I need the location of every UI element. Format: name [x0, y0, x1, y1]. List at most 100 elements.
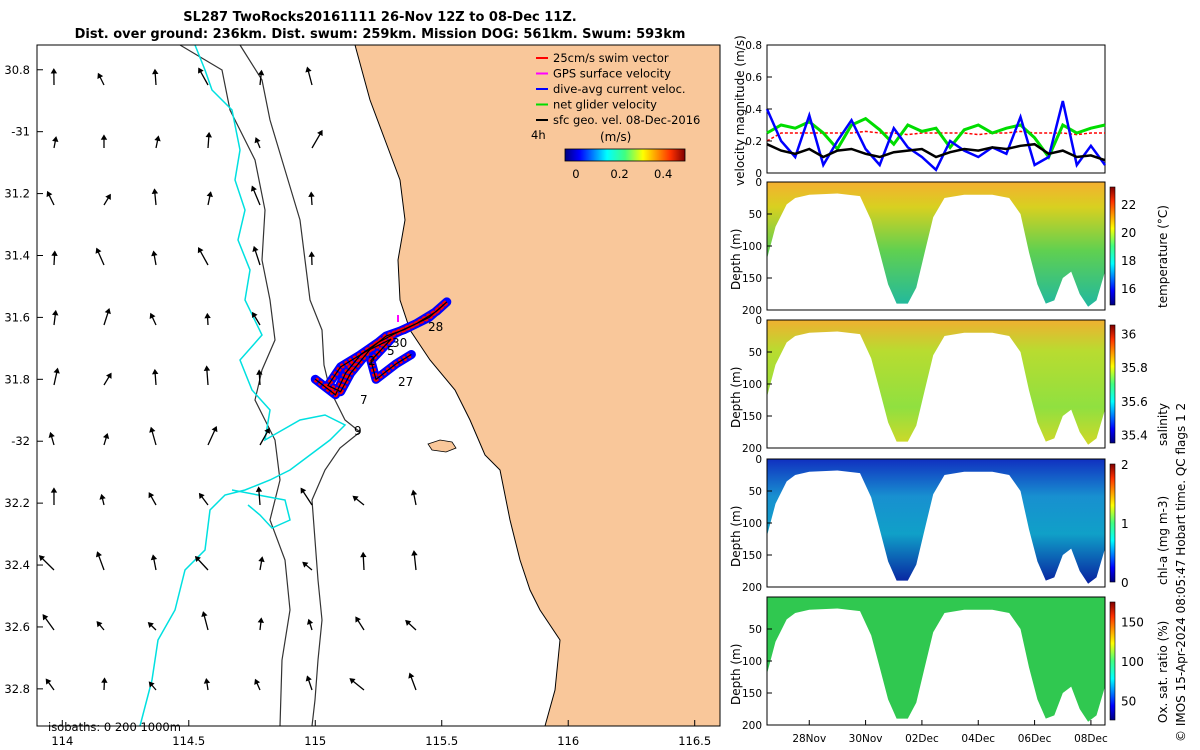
section-field: [767, 182, 1105, 307]
depth-axis-label: Depth (m): [729, 367, 743, 428]
depth-tick-label: 50: [749, 209, 762, 221]
geo-vector-head: [349, 678, 356, 685]
geo-vector-head: [252, 245, 259, 252]
geo-vector-head: [95, 551, 102, 558]
map-x-tick-label: 114.5: [172, 734, 205, 748]
geo-vector-head: [250, 185, 257, 192]
geo-vector-head: [38, 555, 45, 562]
depth-tick-label: 150: [742, 550, 762, 562]
colorbar-tick-label: 16: [1121, 282, 1136, 296]
colorbar-tick-label: 2: [1121, 458, 1129, 472]
geo-vector-head: [254, 678, 261, 685]
colorbar-tick-label: 1: [1121, 517, 1129, 531]
geo-vector-head: [203, 678, 211, 684]
velocity-series-swim: [766, 130, 1105, 142]
isobath-200m: [239, 44, 361, 727]
geo-vector-head: [206, 191, 213, 198]
colorbar-label: temperature (°C): [1156, 205, 1170, 308]
colorbar-tick-label: 0: [1121, 576, 1129, 590]
depth-tick-label: 150: [742, 411, 762, 423]
day-label: 9: [354, 424, 362, 438]
depth-tick-label: 200: [742, 720, 762, 732]
geo-vector-head: [256, 369, 263, 375]
geo-vector-head: [105, 193, 111, 200]
isobath-1000m: [179, 44, 291, 727]
geo-vector-head: [194, 555, 201, 563]
day-label: 27: [398, 375, 413, 389]
map-y-tick-label: 32.6: [4, 620, 30, 634]
depth-tick-label: 100: [742, 241, 762, 253]
day-label: 28: [428, 320, 443, 334]
colorbar-label: chl-a (mg m-3): [1156, 496, 1170, 585]
map-x-tick-label: 114: [51, 734, 73, 748]
section-field: [767, 597, 1105, 722]
depth-tick-label: 200: [742, 305, 762, 317]
geo-vector-head: [300, 487, 307, 494]
geo-vector-head: [257, 69, 265, 76]
velocity-series: [765, 100, 1107, 172]
oxygen-panel: 50 100 150 200 Depth (m) 50 100 150 Ox. sat. rat…: [729, 596, 1170, 745]
map-y-tick-label: 32.4: [4, 558, 30, 572]
colorbar-label: salinity: [1156, 403, 1170, 446]
legend-label: GPS surface velocity: [553, 67, 671, 81]
section-colorbar: [1109, 186, 1116, 306]
map-legend: 25cm/s swim vector GPS surface velocitydi…: [536, 51, 700, 127]
velocity-y-tick-label: 0: [755, 168, 762, 180]
geo-vector-head: [154, 135, 161, 142]
colorbar-tick-label: 50: [1121, 694, 1136, 708]
depth-tick-label: 100: [742, 518, 762, 530]
track-interval-label: 4h: [531, 128, 546, 142]
date-tick-label: 30Nov: [849, 733, 883, 745]
geo-vector-head: [45, 678, 52, 685]
date-tick-label: 06Dec: [1018, 733, 1052, 745]
geo-vector-head: [149, 312, 156, 319]
depth-tick-label: 0: [755, 315, 762, 327]
colorbar-tick-label: 20: [1121, 226, 1136, 240]
geo-vector-head: [148, 681, 155, 688]
geo-vector-head: [317, 129, 323, 137]
day-label: 30: [392, 336, 407, 350]
geo-vector-head: [258, 556, 265, 563]
day-label: 2: [368, 354, 376, 368]
geo-vector-head: [50, 68, 58, 74]
day-label: 7: [360, 393, 368, 407]
geo-vector-head: [198, 67, 204, 74]
map-y-tick-label: 30.8: [4, 63, 30, 77]
glider-track-line: [314, 301, 448, 396]
depth-tick-label: 50: [749, 347, 762, 359]
geo-vector-head: [305, 675, 312, 682]
geo-vector-head: [46, 190, 53, 198]
map-x-tick-label: 115: [304, 734, 326, 748]
map-x-tick-label: 116: [557, 734, 579, 748]
velocity-axes-box: [766, 44, 1106, 174]
velocity-y-tick-label: 0.4: [745, 104, 762, 116]
legend-label: net glider velocity: [553, 98, 657, 112]
colorbar-tick-label: 0: [572, 167, 579, 181]
map-x-tick-label: 115.5: [425, 734, 458, 748]
geo-vector-head: [42, 614, 49, 621]
legend-label: 25cm/s swim vector: [553, 51, 669, 65]
velocity-panel: 0 0.2 0.4 0.6 0.8 velocity magnitude (m/s): [733, 35, 1107, 186]
geostrophic-vector-field: [38, 66, 418, 691]
geo-vector-head: [53, 367, 60, 374]
geo-vector-head: [106, 372, 112, 379]
colorbar-tick-label: 150: [1121, 616, 1144, 630]
map-y-tick-label: 32.8: [4, 682, 30, 696]
geo-vector-head: [103, 432, 110, 439]
geo-vector-head: [411, 550, 418, 556]
map-y-tick-label: -32: [11, 434, 30, 448]
section-field: [767, 320, 1105, 445]
depth-axis-label: Depth (m): [729, 229, 743, 290]
map-y-tick-label: 32.2: [4, 496, 30, 510]
colorbar-tick-label: 35.6: [1121, 395, 1148, 409]
speed-colorbar: [564, 148, 686, 162]
map-x-axis: 114 114.5 115 115.5 116 116.5: [51, 720, 711, 748]
geo-vector-head: [410, 489, 418, 496]
geo-vector-head: [405, 619, 412, 626]
geo-vector-head: [257, 617, 265, 624]
geo-vector-head: [147, 622, 154, 629]
geo-vector-head: [152, 68, 159, 75]
geo-vector-head: [51, 250, 58, 256]
velocity-y-tick-label: 0.2: [745, 136, 762, 148]
